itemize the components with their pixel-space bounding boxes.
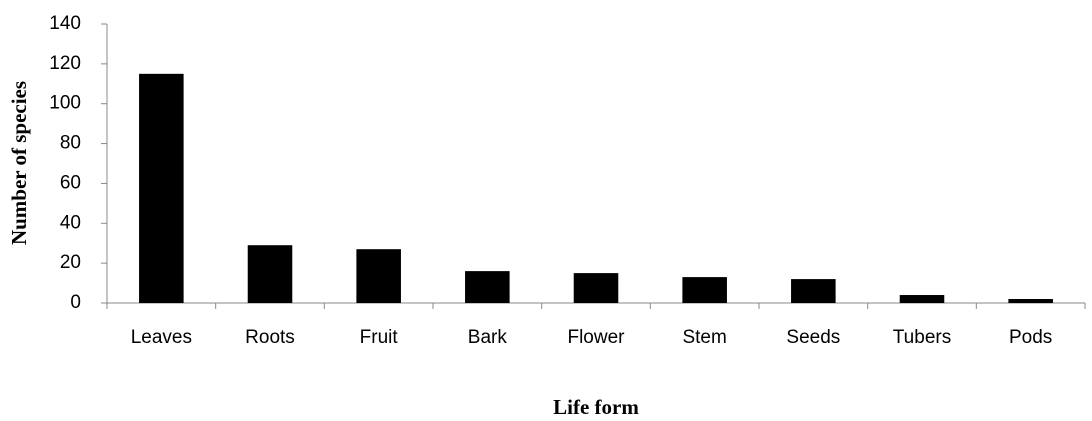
y-tick-label: 120 <box>49 53 81 74</box>
x-tick-label: Roots <box>245 327 295 348</box>
bar <box>139 73 184 303</box>
x-tick-label: Seeds <box>786 327 840 348</box>
x-tick-label: Pods <box>1009 327 1052 348</box>
bar <box>247 245 293 303</box>
x-tick-label: Flower <box>567 327 625 348</box>
x-tick-label: Bark <box>468 327 508 348</box>
bar <box>356 249 401 303</box>
y-tick-label: 80 <box>60 133 81 154</box>
y-tick-label: 40 <box>60 212 81 233</box>
bar <box>1008 299 1053 303</box>
bar <box>791 279 836 303</box>
bar <box>573 273 619 303</box>
bar <box>465 271 510 303</box>
x-tick-label: Stem <box>682 327 726 348</box>
x-tick-label: Fruit <box>360 327 399 348</box>
y-tick-label: 140 <box>49 13 81 34</box>
x-axis-title: Life form <box>553 395 639 419</box>
y-tick-label: 100 <box>49 93 81 114</box>
y-axis-title: Number of species <box>7 81 31 245</box>
x-tick-label: Leaves <box>131 327 192 348</box>
y-tick-label: 0 <box>70 292 81 313</box>
bar <box>899 295 945 303</box>
bar <box>682 277 727 303</box>
y-tick-label: 60 <box>60 172 81 193</box>
x-tick-label: Tubers <box>893 327 951 348</box>
y-tick-label: 20 <box>60 252 81 273</box>
